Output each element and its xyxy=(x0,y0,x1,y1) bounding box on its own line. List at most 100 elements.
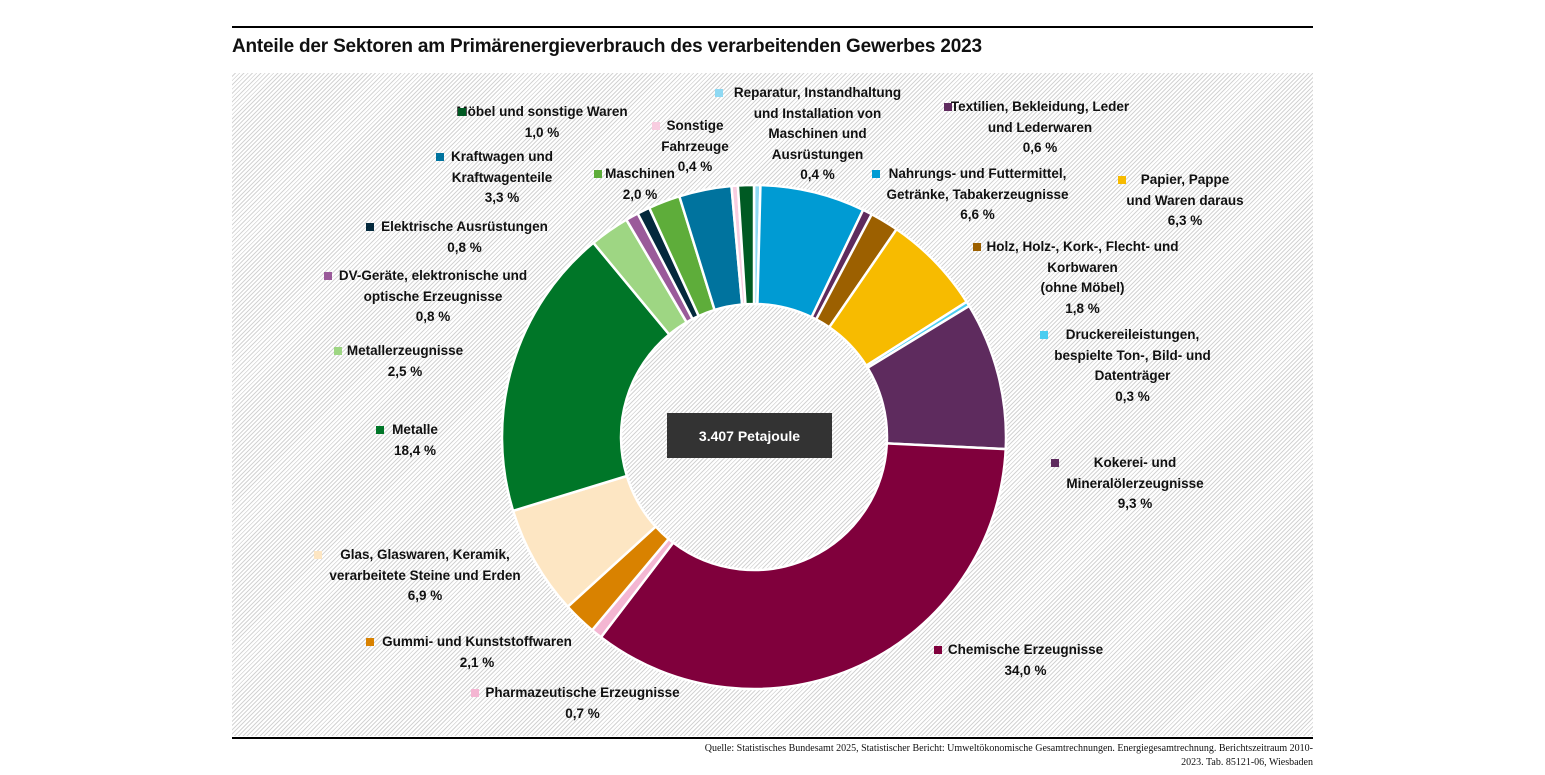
slice-label-text: Reparatur, Instandhaltung xyxy=(733,85,902,100)
slice-label: Gummi- und Kunststoffwaren 2,1 % xyxy=(362,632,592,673)
slice-label-text: bespielte Ton-, Bild- und xyxy=(1054,347,1211,363)
slice-label-text: Druckereileistungen, xyxy=(1065,327,1200,342)
slice-value-label: 0,3 % xyxy=(1115,388,1150,404)
slice-label: Kraftwagen und Kraftwagenteile 3,3 % xyxy=(432,147,572,209)
donut-slice xyxy=(500,241,671,513)
slice-label-text: Kokerei- und xyxy=(1093,455,1177,470)
slice-label-text: und Lederwaren xyxy=(987,119,1093,135)
slice-value-label: 0,8 % xyxy=(415,309,451,324)
slice-label-text: Möbel und sonstige Waren xyxy=(456,104,628,119)
slice-label-text: Ausrüstungen xyxy=(771,146,864,162)
slice-label-text: und Installation von xyxy=(753,105,882,121)
slice-label-text: Gummi- und Kunststoffwaren xyxy=(382,634,572,649)
donut-slice xyxy=(736,183,756,306)
slice-label-text: Metallerzeugnisse xyxy=(346,343,464,358)
slice-label-text: Getränke, Tabakerzeugnisse xyxy=(886,186,1069,202)
slice-label: Metalle 18,4 % xyxy=(370,420,460,461)
slice-value-label: 3,3 % xyxy=(484,190,520,205)
legend-swatch-icon xyxy=(1118,176,1126,184)
slice-label: Chemische Erzeugnisse 34,0 % xyxy=(928,640,1123,681)
slice-value-label: 34,0 % xyxy=(1004,662,1047,678)
slice-label: Druckereileistungen, bespielte Ton-, Bild… xyxy=(1040,325,1225,407)
source-line-2: 2023. Tab. 85121-06, Wiesbaden xyxy=(1181,757,1313,768)
slice-label: Papier, Pappe und Waren daraus 6,3 % xyxy=(1110,170,1260,232)
legend-swatch-icon xyxy=(324,272,332,280)
slice-label-text: DV-Geräte, elektronische und xyxy=(338,268,528,283)
legend-swatch-icon xyxy=(436,153,444,161)
slice-label-text: Maschinen und xyxy=(768,126,867,141)
chart-title: Anteile der Sektoren am Primärenergiever… xyxy=(232,36,982,57)
slice-label-text: Sonstige xyxy=(666,118,724,133)
legend-swatch-icon xyxy=(1051,459,1059,467)
slice-label-text: und Waren daraus xyxy=(1126,192,1244,208)
legend-swatch-icon xyxy=(366,223,374,231)
slice-label: Elektrische Ausrüstungen 0,8 % xyxy=(362,217,567,258)
slice-label: Reparatur, Instandhaltung und Installatio… xyxy=(715,83,920,186)
slice-value-label: 0,7 % xyxy=(565,705,600,721)
bottom-rule xyxy=(232,737,1313,739)
legend-swatch-icon xyxy=(652,122,660,130)
legend-swatch-icon xyxy=(715,89,723,97)
slice-value-label: 0,6 % xyxy=(1022,140,1058,155)
slice-label-text: Glas, Glaswaren, Keramik, xyxy=(340,547,510,562)
slice-label: Nahrungs- und Futtermittel, Getränke, Tab… xyxy=(860,164,1095,226)
slice-value-label: 6,6 % xyxy=(960,207,995,222)
slice-value-label: 0,8 % xyxy=(447,239,482,255)
slice-label-text: Metalle xyxy=(392,422,438,437)
slice-label-text: Elektrische Ausrüstungen xyxy=(381,219,548,234)
slice-label-text: Datenträger xyxy=(1094,368,1171,383)
slice-label-text: Maschinen xyxy=(605,166,675,181)
slice-label-text: Korbwaren xyxy=(1047,259,1118,275)
legend-swatch-icon xyxy=(366,638,374,646)
slice-value-label: 6,3 % xyxy=(1167,213,1203,228)
legend-swatch-icon xyxy=(458,108,466,116)
slice-label: Pharmazeutische Erzeugnisse 0,7 % xyxy=(465,683,700,724)
slice-label: Holz, Holz-, Kork-, Flecht- und Korbwaren… xyxy=(965,237,1200,319)
slice-label: Möbel und sonstige Waren 1,0 % xyxy=(452,102,632,143)
slice-label: Maschinen 2,0 % xyxy=(590,164,690,205)
slice-label: Sonstige Fahrzeuge 0,4 % xyxy=(650,116,740,178)
donut-slice xyxy=(599,442,1008,691)
slice-value-label: 9,3 % xyxy=(1117,496,1153,511)
source-note: Quelle: Statistisches Bundesamt 2025, St… xyxy=(593,742,1313,770)
slice-label-text: Holz, Holz-, Kork-, Flecht- und xyxy=(986,239,1179,254)
slice-label: Textilien, Bekleidung, Leder und Lederwar… xyxy=(940,97,1140,159)
slice-value-label: 0,4 % xyxy=(800,167,835,182)
legend-swatch-icon xyxy=(334,347,342,355)
slice-label: DV-Geräte, elektronische und optische Erz… xyxy=(318,266,548,328)
slice-label-text: Papier, Pappe xyxy=(1140,172,1230,187)
slice-label-text: verarbeitete Steine und Erden xyxy=(329,567,521,583)
slice-label-text: Fahrzeuge xyxy=(661,138,729,154)
top-rule xyxy=(232,26,1313,28)
slice-value-label: 2,1 % xyxy=(459,654,495,670)
slice-label-text: Chemische Erzeugnisse xyxy=(947,642,1104,657)
legend-swatch-icon xyxy=(376,426,384,434)
legend-swatch-icon xyxy=(314,551,322,559)
slice-value-label: 6,9 % xyxy=(407,588,443,603)
slice-label-text: optische Erzeugnisse xyxy=(363,288,503,304)
slice-label-text: Kraftwagen und xyxy=(450,149,553,164)
legend-swatch-icon xyxy=(471,689,479,697)
legend-swatch-icon xyxy=(872,170,880,178)
slice-label-text: (ohne Möbel) xyxy=(1040,280,1125,295)
slice-value-label: 18,4 % xyxy=(393,442,437,458)
legend-swatch-icon xyxy=(1040,331,1048,339)
legend-swatch-icon xyxy=(973,243,981,251)
slice-value-label: 1,8 % xyxy=(1065,300,1100,316)
slice-value-label: 2,0 % xyxy=(622,186,658,202)
slice-label-text: Nahrungs- und Futtermittel, xyxy=(888,166,1067,181)
slice-label-text: Textilien, Bekleidung, Leder xyxy=(950,99,1130,114)
slice-label-text: Kraftwagenteile xyxy=(451,169,553,185)
legend-swatch-icon xyxy=(594,170,602,178)
legend-swatch-icon xyxy=(944,103,952,111)
slice-label-text: Pharmazeutische Erzeugnisse xyxy=(485,685,680,700)
slice-value-label: 2,5 % xyxy=(387,363,423,379)
slice-label: Glas, Glaswaren, Keramik, verarbeitete St… xyxy=(310,545,540,607)
slice-value-label: 1,0 % xyxy=(524,124,560,140)
source-line-1: Quelle: Statistisches Bundesamt 2025, St… xyxy=(704,743,1313,754)
slice-value-label: 0,4 % xyxy=(677,159,713,174)
slice-label-text: Mineralölerzeugnisse xyxy=(1066,475,1204,491)
legend-swatch-icon xyxy=(934,646,942,654)
slice-label: Kokerei- und Mineralölerzeugnisse 9,3 % xyxy=(1045,453,1225,515)
